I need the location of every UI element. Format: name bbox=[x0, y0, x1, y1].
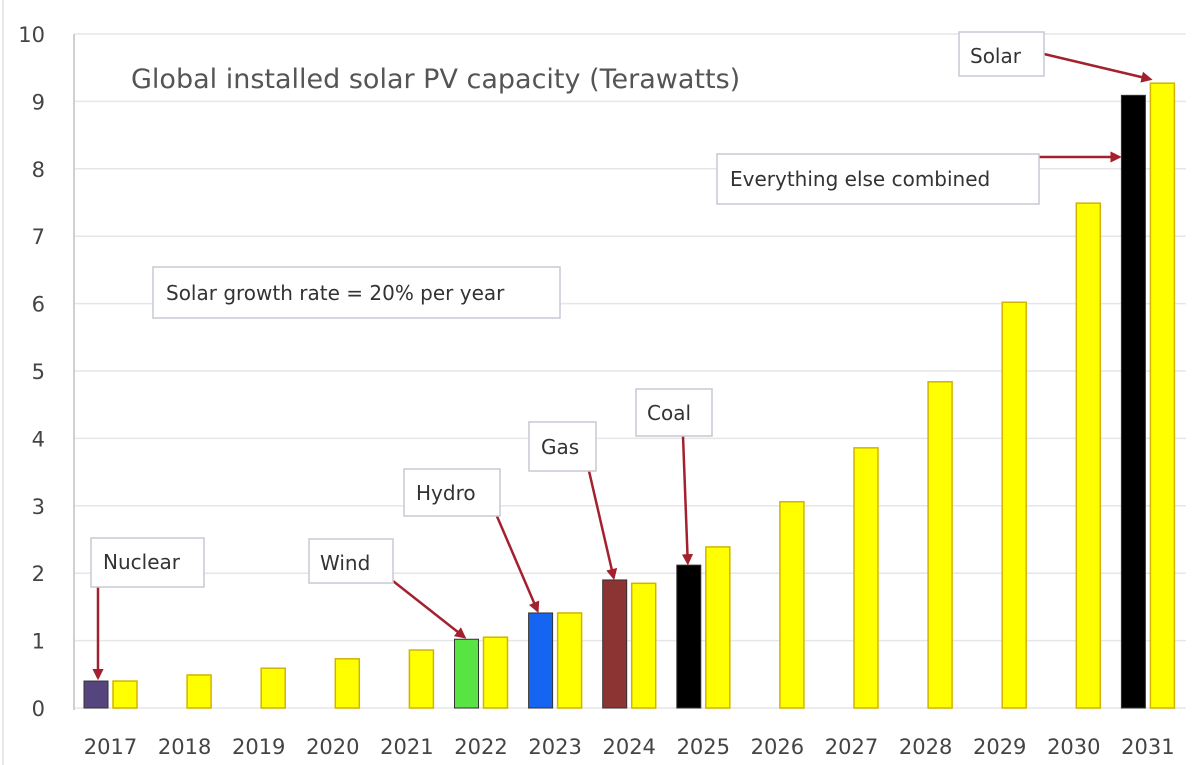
annotation-nuclear: Nuclear bbox=[90, 537, 205, 588]
bar-solar-2020 bbox=[334, 658, 361, 709]
y-tick-label: 9 bbox=[32, 90, 45, 114]
bar-solar-2031 bbox=[1149, 82, 1176, 709]
annotation-arrows bbox=[92, 52, 1153, 681]
annotation-coal-text: Coal bbox=[647, 401, 691, 425]
y-tick-label: 5 bbox=[32, 360, 45, 384]
x-axis-tick-labels: 2017 2018 2019 2020 2021 2022 2023 2024 2025 2026… bbox=[84, 735, 1175, 759]
annotation-hydro: Hydro bbox=[403, 468, 501, 517]
arrow-solar bbox=[1043, 52, 1153, 83]
annotation-coal: Coal bbox=[635, 388, 713, 437]
annotation-nuclear-text: Nuclear bbox=[103, 550, 181, 574]
bar-everything-else-combined-2031 bbox=[1120, 94, 1146, 709]
y-tick-label: 10 bbox=[18, 23, 45, 47]
x-tick-label: 2020 bbox=[306, 735, 359, 759]
x-tick-label: 2026 bbox=[751, 735, 804, 759]
y-tick-label: 0 bbox=[32, 697, 45, 721]
bar-solar-2017 bbox=[112, 680, 138, 709]
annotation-wind-text: Wind bbox=[320, 551, 370, 575]
annotations: Solar growth rate = 20% per year Solar E… bbox=[90, 31, 1045, 588]
x-tick-label: 2024 bbox=[602, 735, 655, 759]
x-tick-label: 2023 bbox=[528, 735, 581, 759]
x-tick-label: 2022 bbox=[454, 735, 507, 759]
annotation-hydro-text: Hydro bbox=[416, 481, 476, 505]
arrow-gas bbox=[587, 470, 618, 581]
chart-title: Global installed solar PV capacity (Tera… bbox=[131, 64, 740, 95]
x-tick-label: 2028 bbox=[899, 735, 952, 759]
annotation-everything-else: Everything else combined bbox=[716, 153, 1040, 205]
bar-nuclear-2017 bbox=[83, 680, 109, 709]
bar-solar-2030 bbox=[1075, 202, 1102, 709]
x-tick-label: 2018 bbox=[158, 735, 211, 759]
bar-gas-2024 bbox=[602, 579, 628, 709]
bar-solar-2028 bbox=[927, 381, 953, 709]
arrow-coal bbox=[681, 435, 694, 566]
y-tick-label: 2 bbox=[32, 562, 45, 586]
x-tick-label: 2029 bbox=[973, 735, 1026, 759]
y-tick-label: 4 bbox=[32, 427, 45, 451]
arrow-hydro bbox=[494, 513, 540, 614]
y-tick-label: 7 bbox=[32, 225, 45, 249]
x-tick-label: 2019 bbox=[232, 735, 285, 759]
x-tick-label: 2025 bbox=[677, 735, 730, 759]
bar-solar-2024 bbox=[630, 582, 657, 709]
bar-solar-2019 bbox=[260, 667, 286, 709]
bar-solar-2026 bbox=[779, 501, 805, 709]
y-tick-label: 1 bbox=[32, 630, 45, 654]
annotation-wind: Wind bbox=[308, 538, 394, 584]
bar-solar-2025 bbox=[705, 546, 731, 709]
x-tick-label: 2031 bbox=[1121, 735, 1174, 759]
annotation-solar: Solar bbox=[958, 31, 1045, 77]
annotation-everything-else-text: Everything else combined bbox=[730, 167, 990, 191]
x-tick-label: 2030 bbox=[1047, 735, 1100, 759]
y-axis-tick-labels: 0 1 2 3 4 5 6 7 8 9 10 bbox=[18, 23, 45, 721]
bar-solar-2027 bbox=[853, 447, 879, 709]
bar-solar-2023 bbox=[556, 612, 583, 709]
x-tick-label: 2017 bbox=[84, 735, 137, 759]
annotation-gas: Gas bbox=[528, 421, 597, 472]
y-tick-label: 8 bbox=[32, 158, 45, 182]
annotation-solar-text: Solar bbox=[970, 44, 1022, 68]
annotation-gas-text: Gas bbox=[541, 435, 579, 459]
annotation-growth-rate: Solar growth rate = 20% per year bbox=[152, 266, 561, 319]
bar-hydro-2023 bbox=[528, 612, 554, 709]
bar-solar-2029 bbox=[1001, 301, 1027, 709]
bar-solar-2021 bbox=[408, 649, 435, 709]
y-tick-label: 6 bbox=[32, 293, 45, 317]
bars bbox=[83, 82, 1176, 709]
bar-coal-2025 bbox=[676, 564, 702, 709]
x-tick-label: 2027 bbox=[825, 735, 878, 759]
x-tick-label: 2021 bbox=[380, 735, 433, 759]
bar-solar-2022 bbox=[482, 636, 509, 709]
arrow-wind bbox=[392, 580, 467, 639]
y-tick-label: 3 bbox=[32, 495, 45, 519]
annotation-growth-rate-text: Solar growth rate = 20% per year bbox=[166, 281, 505, 305]
bar-wind-2022 bbox=[454, 638, 479, 709]
bar-solar-2018 bbox=[186, 674, 212, 709]
